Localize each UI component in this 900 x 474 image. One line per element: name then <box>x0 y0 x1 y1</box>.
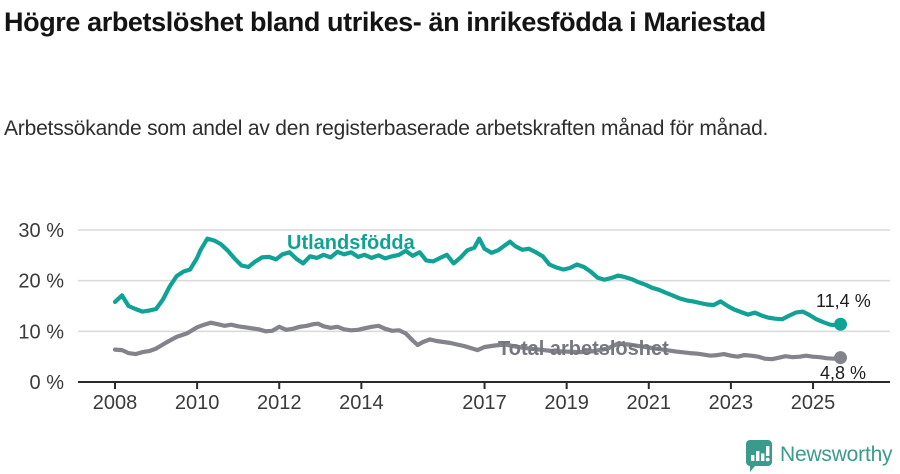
chart-subtitle: Arbetssökande som andel av den registerb… <box>4 117 769 140</box>
newsworthy-logo: Newsworthy <box>744 438 900 472</box>
utlandsfodda-line <box>112 236 843 328</box>
x-tick-label-2023: 2023 <box>709 392 754 414</box>
end-value-total: 4,8 % <box>820 363 866 383</box>
y-tick-label-10: 10 % <box>18 321 64 343</box>
chart-title: Högre arbetslöshet bland utrikes- än inr… <box>4 7 766 37</box>
x-tick-label-2019: 2019 <box>544 392 589 414</box>
series-label-utlandsfodda: Utlandsfödda <box>287 232 416 254</box>
x-tick-label-2014: 2014 <box>339 392 384 414</box>
end-value-utlandsfodda: 11,4 % <box>816 291 871 311</box>
x-tick-label-2010: 2010 <box>175 392 220 414</box>
y-tick-label-20: 20 % <box>18 271 64 293</box>
newsworthy-bubble-icon <box>746 440 772 472</box>
total-line <box>112 320 843 362</box>
y-tick-label-0: 0 % <box>30 372 65 394</box>
y-tick-label-30: 30 % <box>18 220 64 242</box>
x-tick-label-2008: 2008 <box>93 392 138 414</box>
total-end-dot <box>834 351 848 365</box>
newsworthy-logo-text: Newsworthy <box>780 443 893 466</box>
series-label-total-arbetsloshet: Total arbetslöshet <box>498 338 669 360</box>
utlandsfodda-end-dot <box>834 317 848 331</box>
x-tick-label-2021: 2021 <box>627 392 672 414</box>
x-tick-label-2012: 2012 <box>257 392 302 414</box>
x-tick-label-2025: 2025 <box>791 392 836 414</box>
x-tick-label-2017: 2017 <box>462 392 507 414</box>
